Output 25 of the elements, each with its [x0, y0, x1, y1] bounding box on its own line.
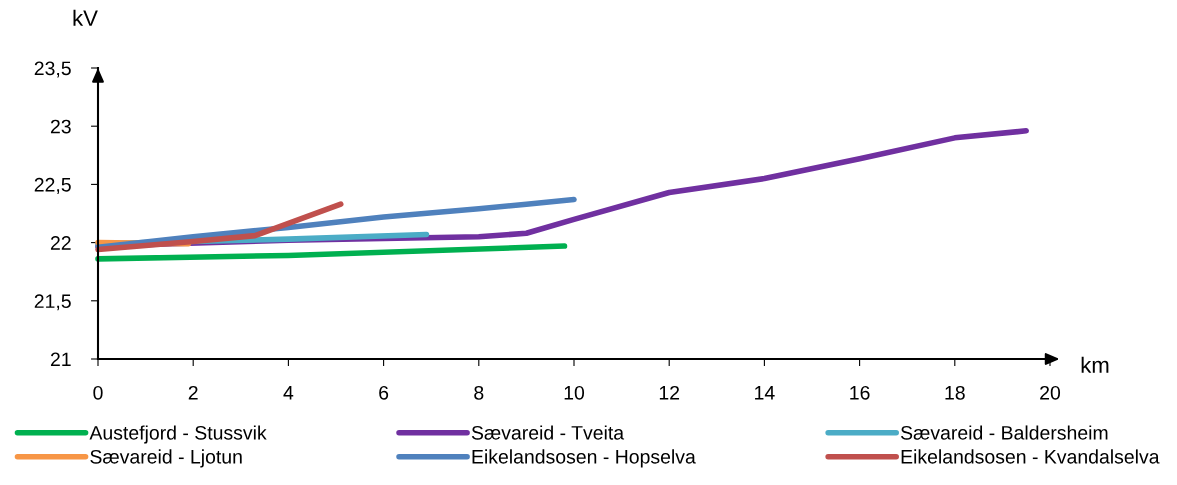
x-tick-label: 4 [283, 386, 294, 400]
legend-label: Austefjord - Stussvik [89, 425, 267, 444]
y-tick-label: 23 [50, 119, 71, 134]
x-tick-label: 20 [1040, 385, 1061, 400]
y-tick-label: 23,5 [34, 61, 71, 78]
x-tick-label: 6 [379, 385, 389, 400]
x-tick-label: 16 [850, 385, 870, 400]
legend-label: Sævareid - Tveita [471, 425, 625, 440]
legend-label: Sævareid - Ljotun [90, 449, 242, 468]
x-tick-label: 18 [945, 385, 965, 400]
legend-label: Eikelandsosen - Kvandalselva [901, 449, 1160, 464]
x-tick-label: 2 [188, 385, 198, 400]
x-tick-label: 8 [474, 385, 484, 400]
x-axis-title: km [1081, 356, 1109, 373]
x-tick-label: 14 [755, 386, 775, 400]
y-tick-label: 22,5 [34, 177, 71, 194]
y-tick-label: 21,5 [34, 294, 71, 311]
x-tick-label: 10 [564, 385, 585, 400]
x-tick-label: 12 [659, 385, 680, 400]
legend-label: Eikelandsosen - Hopselva [472, 449, 696, 468]
y-axis-title: kV [73, 9, 98, 26]
legend-label: Sævareid - Baldersheim [900, 425, 1108, 440]
x-tick-label: 0 [93, 385, 103, 400]
y-tick-label: 22 [50, 236, 71, 250]
y-tick-label: 21 [50, 352, 71, 367]
